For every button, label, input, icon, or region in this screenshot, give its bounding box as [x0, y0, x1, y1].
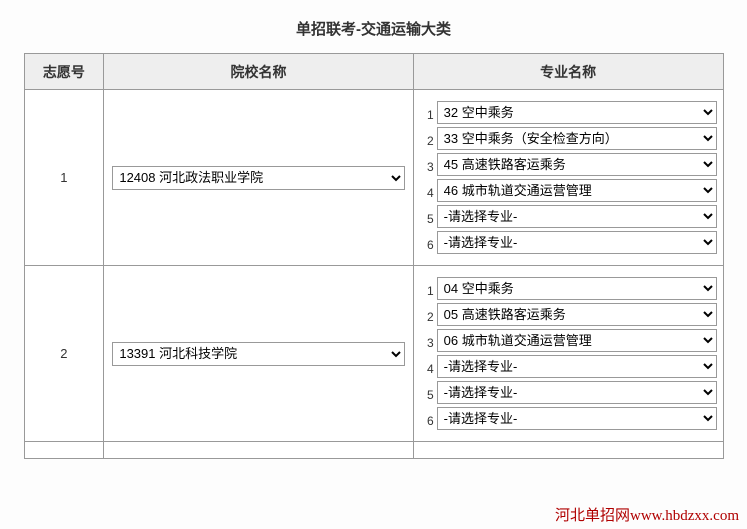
page-title: 单招联考-交通运输大类: [0, 0, 747, 53]
table-row: [24, 442, 723, 459]
major-index: 4: [420, 186, 434, 202]
major-select[interactable]: 04 空中乘务: [437, 277, 717, 300]
major-index: 3: [420, 336, 434, 352]
major-select[interactable]: 45 高速铁路客运乘务: [437, 153, 717, 176]
table-row: 1 12408 河北政法职业学院 132 空中乘务 233 空中乘务（安全检查方…: [24, 90, 723, 266]
major-select[interactable]: -请选择专业-: [437, 231, 717, 254]
preference-table: 志愿号 院校名称 专业名称 1 12408 河北政法职业学院 132 空中乘务 …: [24, 53, 724, 459]
header-school: 院校名称: [104, 54, 413, 90]
major-select[interactable]: -请选择专业-: [437, 407, 717, 430]
major-index: 4: [420, 362, 434, 378]
major-index: 1: [420, 284, 434, 300]
major-index: 6: [420, 414, 434, 430]
major-select[interactable]: 32 空中乘务: [437, 101, 717, 124]
major-index: 2: [420, 134, 434, 150]
header-num: 志愿号: [24, 54, 104, 90]
table-row: 2 13391 河北科技学院 104 空中乘务 205 高速铁路客运乘务 306…: [24, 266, 723, 442]
major-index: 2: [420, 310, 434, 326]
school-select[interactable]: 12408 河北政法职业学院: [112, 166, 404, 190]
pref-num-cell: [24, 442, 104, 459]
major-select[interactable]: -请选择专业-: [437, 381, 717, 404]
pref-num-cell: 1: [24, 90, 104, 266]
major-select[interactable]: 33 空中乘务（安全检查方向）: [437, 127, 717, 150]
major-index: 1: [420, 108, 434, 124]
school-select[interactable]: 13391 河北科技学院: [112, 342, 404, 366]
major-select[interactable]: 46 城市轨道交通运营管理: [437, 179, 717, 202]
major-index: 3: [420, 160, 434, 176]
major-select[interactable]: 06 城市轨道交通运营管理: [437, 329, 717, 352]
watermark-text: 河北单招网www.hbdzxx.com: [555, 504, 739, 525]
major-select[interactable]: -请选择专业-: [437, 205, 717, 228]
major-select[interactable]: 05 高速铁路客运乘务: [437, 303, 717, 326]
major-index: 5: [420, 388, 434, 404]
header-major: 专业名称: [413, 54, 723, 90]
major-index: 5: [420, 212, 434, 228]
major-index: 6: [420, 238, 434, 254]
major-select[interactable]: -请选择专业-: [437, 355, 717, 378]
pref-num-cell: 2: [24, 266, 104, 442]
